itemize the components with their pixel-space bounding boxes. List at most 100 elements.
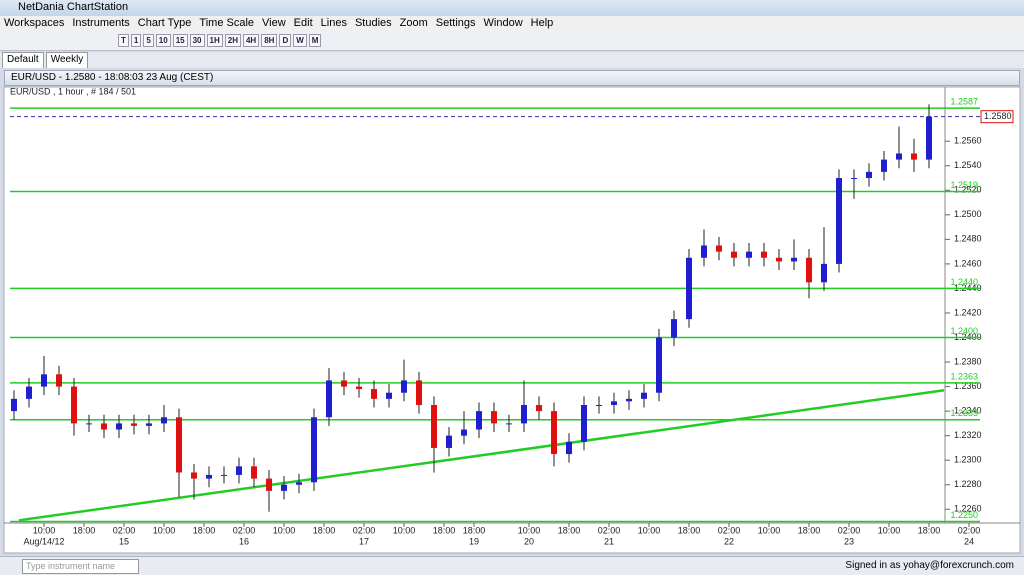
candle-body	[401, 380, 407, 393]
instrument-search[interactable]: Type instrument name	[22, 559, 139, 574]
chart: EUR/USD , 1 hour , # 184 / 501 1.22601.2…	[3, 86, 1021, 554]
level-label: 1.2519	[950, 180, 978, 190]
date-label: 15	[119, 536, 129, 546]
candle-body	[341, 380, 347, 387]
menu-item[interactable]: Edit	[293, 17, 313, 29]
candle-body	[566, 441, 572, 455]
interval-button[interactable]: 10	[155, 34, 171, 47]
interval-button[interactable]: 1	[130, 34, 142, 47]
x-tick-label: 02:00	[233, 525, 256, 535]
interval-button[interactable]: M	[308, 34, 322, 47]
x-tick-label: 18:00	[918, 525, 941, 535]
level-label: 1.2440	[950, 277, 978, 287]
window-title: NetDania ChartStation	[18, 1, 129, 13]
candle-body	[71, 386, 77, 424]
x-tick-label: 18:00	[678, 525, 701, 535]
candle-body	[356, 386, 362, 390]
interval-button[interactable]: 30	[189, 34, 205, 47]
date-label: Aug/14/12	[23, 536, 64, 546]
candle-body	[761, 251, 767, 258]
candle-body	[701, 245, 707, 258]
candle-body	[881, 159, 887, 172]
interval-button[interactable]: D	[279, 34, 292, 47]
current-price-label: 1.2580	[984, 111, 1012, 121]
current-price-box	[980, 110, 1014, 124]
candle-body	[626, 398, 632, 402]
interval-button[interactable]: 2H	[224, 34, 241, 47]
tab-bar: Default Weekly	[0, 52, 1024, 68]
candle-body	[236, 466, 242, 475]
x-tick-label: 10:00	[638, 525, 661, 535]
x-tick-label: 18:00	[463, 525, 486, 535]
tab[interactable]: Weekly	[45, 52, 89, 68]
menu-item[interactable]: View	[262, 17, 286, 29]
menu-item[interactable]: Chart Type	[137, 17, 192, 29]
y-tick-label: 1.2380	[954, 356, 982, 366]
x-tick-label: 18:00	[73, 525, 96, 535]
candle-body	[656, 337, 662, 393]
menu-item[interactable]: Instruments	[72, 17, 130, 29]
y-tick-label: 1.2420	[954, 307, 982, 317]
date-label: 24	[964, 536, 974, 546]
x-tick-label: 10:00	[273, 525, 296, 535]
menu-bar: Workspaces Instruments Chart Type Time Scal…	[0, 16, 1024, 31]
x-tick-label: 18:00	[558, 525, 581, 535]
x-tick-label: 02:00	[958, 525, 981, 535]
candle-body	[776, 257, 782, 262]
candle-body	[911, 153, 917, 160]
candle-body	[821, 263, 827, 283]
candle-body	[446, 435, 452, 448]
candle-body	[746, 251, 752, 258]
interval-button[interactable]: W	[293, 34, 307, 47]
candle-body	[266, 478, 272, 491]
candle-body	[116, 423, 122, 430]
title-bar: NetDania ChartStation	[0, 0, 1024, 16]
y-tick-label: 1.2560	[954, 136, 982, 146]
menu-item[interactable]: Window	[483, 17, 523, 29]
candle-body	[296, 482, 302, 485]
x-tick-label: 02:00	[838, 525, 861, 535]
menu-item[interactable]: Time Scale	[199, 17, 255, 29]
candle-body	[461, 429, 467, 436]
tab[interactable]: Default	[2, 52, 44, 68]
interval-button[interactable]: 1H	[206, 34, 223, 47]
candle-body	[596, 404, 602, 406]
candle-body	[896, 153, 902, 160]
date-label: 21	[604, 536, 614, 546]
x-tick-label: 10:00	[878, 525, 901, 535]
y-tick-label: 1.2540	[954, 160, 982, 170]
interval-button[interactable]: 5	[143, 34, 154, 47]
level-label: 1.2333	[950, 408, 978, 418]
candle-body	[11, 398, 17, 412]
menu-item[interactable]: Workspaces	[4, 17, 65, 29]
x-tick-label: 10:00	[153, 525, 176, 535]
menu-item[interactable]: Studies	[354, 17, 392, 29]
x-tick-label: 02:00	[598, 525, 621, 535]
x-tick-label: 10:00	[393, 525, 416, 535]
level-label: 1.2587	[950, 96, 978, 106]
menu-item[interactable]: Zoom	[399, 17, 428, 29]
candle-body	[431, 404, 437, 448]
interval-button[interactable]: T	[118, 34, 129, 47]
y-tick-label: 1.2280	[954, 479, 982, 489]
candle-body	[26, 386, 32, 399]
menu-item[interactable]: Settings	[435, 17, 476, 29]
level-label: 1.2363	[950, 371, 978, 381]
y-tick-label: 1.2480	[954, 234, 982, 244]
menu-item[interactable]: Help	[530, 17, 554, 29]
menu-item[interactable]: Lines	[320, 17, 347, 29]
toolbar: T 1 5 10 15 30 1H 2H 4H 8H D W M	[0, 31, 1024, 51]
chart-header-title: EUR/USD - 1.2580 - 18:08:03 23 Aug (CEST…	[11, 72, 214, 83]
date-label: 19	[469, 536, 479, 546]
interval-button[interactable]: 15	[172, 34, 188, 47]
candle-body	[551, 411, 557, 455]
y-tick-label: 1.2260	[954, 504, 982, 514]
candle-body	[146, 423, 152, 426]
candle-body	[311, 417, 317, 483]
interval-button[interactable]: 8H	[261, 34, 278, 47]
candle-body	[131, 423, 137, 426]
candle-body	[926, 116, 932, 160]
level-label: 1.2250	[950, 510, 978, 520]
interval-button[interactable]: 4H	[242, 34, 260, 47]
